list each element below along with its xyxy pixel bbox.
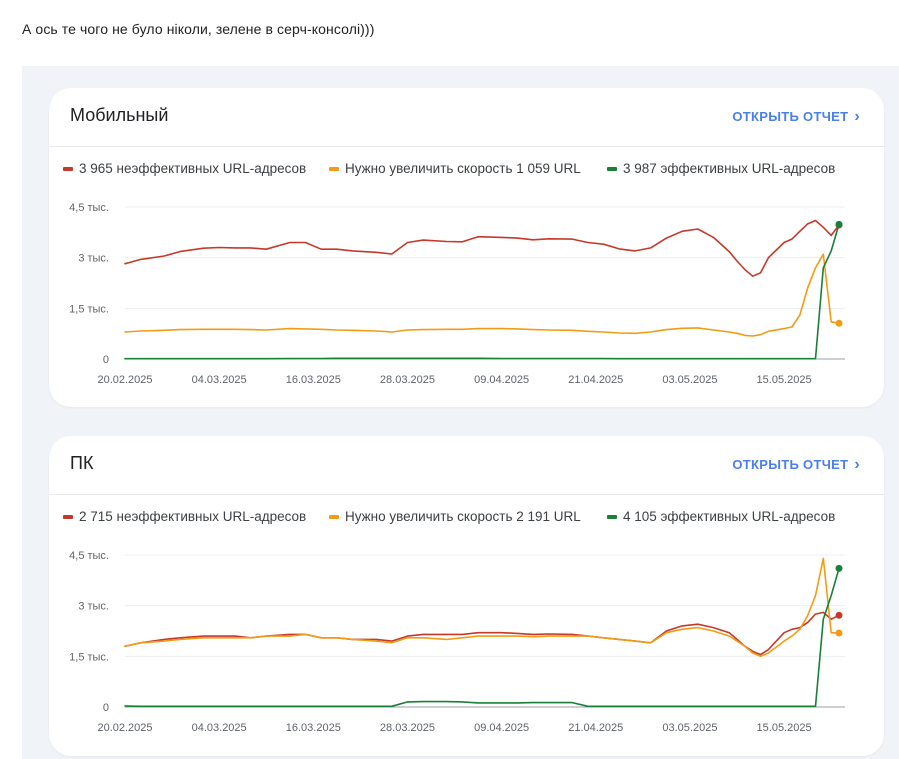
legend-label-good: 4 105 эффективных URL-адресов: [623, 509, 836, 524]
x-tick-label: 15.05.2025: [757, 722, 812, 734]
chevron-right-icon: ›: [854, 108, 860, 125]
y-tick-label: 1,5 тыс.: [69, 303, 109, 315]
x-tick-label: 09.04.2025: [474, 374, 529, 386]
legend-swatch-poor: [63, 514, 73, 519]
legend-item-needs-improvement[interactable]: Нужно увеличить скорость 2 191 URL: [329, 509, 581, 524]
card-header: ПК ОТКРЫТЬ ОТЧЕТ ›: [49, 436, 884, 495]
x-tick-label: 03.05.2025: [662, 722, 717, 734]
series-end-point-2[interactable]: [835, 220, 843, 228]
x-tick-label: 20.02.2025: [97, 722, 152, 734]
card-title: Мобильный: [70, 105, 169, 125]
x-tick-label: 21.04.2025: [568, 374, 623, 386]
legend-swatch-poor: [63, 166, 73, 171]
series-line-0[interactable]: [124, 611, 840, 656]
legend-item-needs-improvement[interactable]: Нужно увеличить скорость 1 059 URL: [329, 161, 581, 176]
open-report-label: ОТКРЫТЬ ОТЧЕТ: [732, 457, 849, 472]
open-report-link[interactable]: ОТКРЫТЬ ОТЧЕТ ›: [732, 108, 860, 125]
card-mobile: Мобильный ОТКРЫТЬ ОТЧЕТ › 3 965 неэффект…: [49, 88, 884, 407]
x-tick-label: 16.03.2025: [286, 374, 341, 386]
series-line-2[interactable]: [124, 567, 840, 708]
x-tick-label: 28.03.2025: [380, 374, 435, 386]
card-desktop: ПК ОТКРЫТЬ ОТЧЕТ › 2 715 неэффективных U…: [49, 436, 884, 756]
card-header: Мобильный ОТКРЫТЬ ОТЧЕТ ›: [49, 88, 884, 147]
card-title: ПК: [70, 453, 94, 473]
open-report-label: ОТКРЫТЬ ОТЧЕТ: [732, 109, 849, 124]
legend-item-poor[interactable]: 2 715 неэффективных URL-адресов: [63, 509, 306, 524]
legend-label-poor: 3 965 неэффективных URL-адресов: [79, 161, 307, 176]
chart-mobile[interactable]: 0 1,5 тыс. 3 тыс. 4,5 тыс. 20.02.2025 04.03.2…: [49, 88, 884, 407]
x-tick-label: 09.04.2025: [474, 722, 529, 734]
y-tick-label: 4,5 тыс.: [69, 202, 109, 214]
x-tick-label: 04.03.2025: [192, 374, 247, 386]
legend-label-needs-improvement: Нужно увеличить скорость 2 191 URL: [345, 509, 581, 524]
legend-swatch-good: [607, 166, 617, 171]
series-line-1[interactable]: [124, 253, 840, 337]
y-tick-label: 3 тыс.: [78, 601, 109, 613]
x-tick-label: 20.02.2025: [97, 374, 152, 386]
legend-label-poor: 2 715 неэффективных URL-адресов: [79, 509, 307, 524]
legend-label-good: 3 987 эффективных URL-адресов: [623, 161, 836, 176]
series-end-point-1[interactable]: [835, 319, 843, 327]
post-text: А ось те чого не було ніколи, зелене в с…: [22, 21, 375, 37]
legend-label-needs-improvement: Нужно увеличить скорость 1 059 URL: [345, 161, 581, 176]
y-tick-label: 1,5 тыс.: [69, 651, 109, 663]
x-tick-label: 16.03.2025: [286, 722, 341, 734]
chart-desktop[interactable]: 0 1,5 тыс. 3 тыс. 4,5 тыс. 20.02.2025 04.03.2…: [49, 436, 884, 756]
y-tick-label: 3 тыс.: [78, 253, 109, 265]
chevron-right-icon: ›: [854, 456, 860, 473]
legend-swatch-needs-improvement: [329, 514, 339, 519]
series-end-point-1[interactable]: [835, 629, 843, 637]
x-tick-label: 03.05.2025: [662, 374, 717, 386]
legend-swatch-good: [607, 514, 617, 519]
series-end-point-2[interactable]: [835, 564, 843, 572]
y-tick-label: 0: [103, 702, 109, 714]
x-tick-label: 21.04.2025: [568, 722, 623, 734]
y-tick-label: 4,5 тыс.: [69, 550, 109, 562]
series-line-0[interactable]: [124, 219, 840, 277]
y-tick-label: 0: [103, 354, 109, 366]
open-report-link[interactable]: ОТКРЫТЬ ОТЧЕТ ›: [732, 456, 860, 473]
legend-item-good[interactable]: 4 105 эффективных URL-адресов: [607, 509, 835, 524]
x-tick-label: 15.05.2025: [757, 374, 812, 386]
legend-item-good[interactable]: 3 987 эффективных URL-адресов: [607, 161, 835, 176]
series-end-point-0[interactable]: [835, 611, 843, 619]
legend-item-poor[interactable]: 3 965 неэффективных URL-адресов: [63, 161, 306, 176]
series-line-1[interactable]: [124, 557, 840, 658]
x-tick-label: 28.03.2025: [380, 722, 435, 734]
series-line-2[interactable]: [124, 223, 840, 360]
legend-swatch-needs-improvement: [329, 166, 339, 171]
x-tick-label: 04.03.2025: [192, 722, 247, 734]
